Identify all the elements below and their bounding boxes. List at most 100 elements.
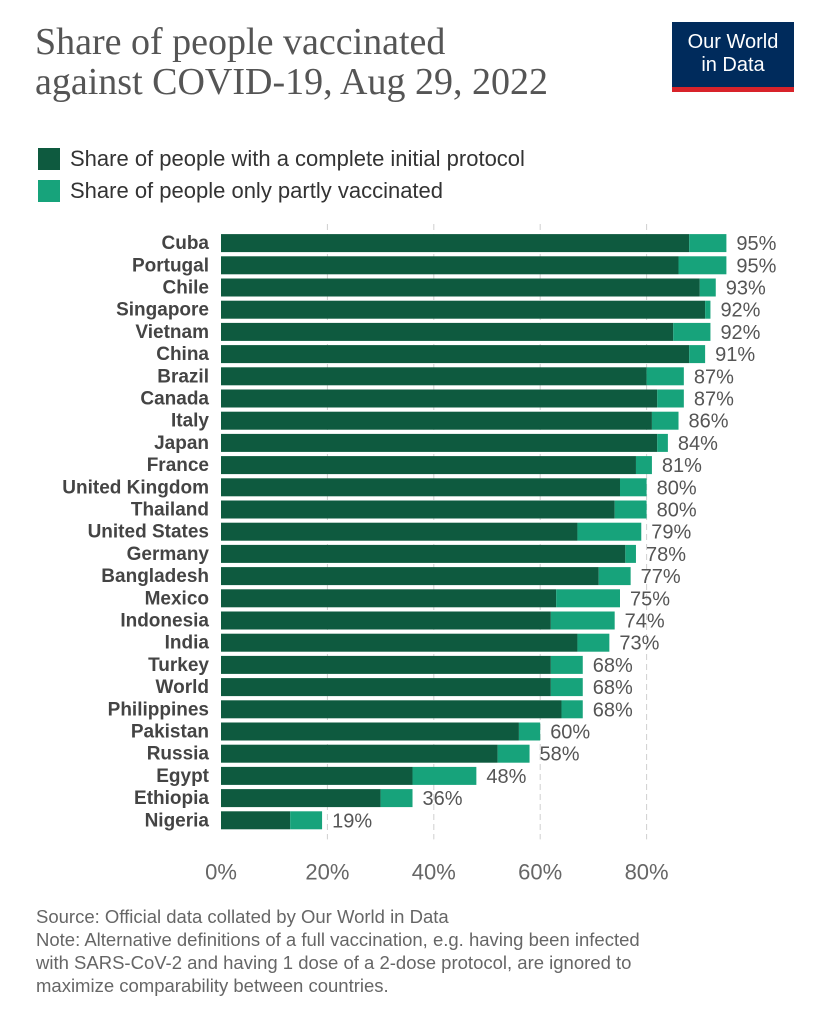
legend-swatch-partial: [38, 180, 60, 202]
value-label-united-kingdom: 80%: [657, 477, 697, 499]
bar-brazil-complete[interactable]: [221, 367, 647, 386]
bar-brazil-partial[interactable]: [646, 367, 684, 386]
value-label-cuba: 95%: [736, 233, 776, 255]
bar-ethiopia-partial[interactable]: [380, 789, 413, 808]
bar-indonesia-partial[interactable]: [550, 611, 615, 630]
category-label-russia: Russia: [147, 744, 210, 765]
x-tick-label-60: 60%: [518, 859, 562, 880]
value-label-chile: 93%: [726, 278, 766, 300]
x-tick-label-40: 40%: [412, 859, 456, 880]
bar-united-states-partial[interactable]: [577, 522, 642, 541]
note-line-1: Note: Alternative definitions of a full …: [36, 929, 640, 950]
bar-united-states-complete[interactable]: [221, 522, 578, 541]
category-label-united-states: United States: [88, 522, 209, 543]
value-label-turkey: 68%: [593, 655, 633, 677]
bar-ethiopia-complete[interactable]: [221, 789, 381, 808]
bar-russia-partial[interactable]: [497, 744, 530, 763]
bar-united-kingdom-partial[interactable]: [620, 478, 647, 497]
bar-mexico-complete[interactable]: [221, 589, 557, 608]
logo-line-2: in Data: [701, 54, 765, 76]
bar-thailand-complete[interactable]: [221, 500, 615, 519]
bar-pakistan-complete[interactable]: [221, 722, 519, 741]
value-label-united-states: 79%: [651, 522, 691, 544]
x-tick-label-0: 0%: [205, 859, 237, 880]
category-label-brazil: Brazil: [157, 366, 209, 387]
legend-swatch-complete: [38, 148, 60, 170]
chart-title-line-1: Share of people vaccinated: [35, 21, 446, 63]
bar-france-complete[interactable]: [221, 456, 636, 475]
bar-world-partial[interactable]: [550, 678, 583, 697]
bar-chile-partial[interactable]: [699, 278, 716, 297]
category-label-united-kingdom: United Kingdom: [62, 477, 209, 498]
legend-item-partial[interactable]: Share of people only partly vaccinated: [38, 175, 525, 207]
bar-germany-complete[interactable]: [221, 544, 626, 563]
owid-logo[interactable]: Our World in Data: [672, 22, 794, 92]
legend-label-partial: Share of people only partly vaccinated: [70, 178, 444, 203]
note-line-2: with SARS-CoV-2 and having 1 dose of a 2…: [36, 952, 632, 973]
category-label-philippines: Philippines: [108, 699, 209, 720]
bar-nigeria-complete[interactable]: [221, 811, 291, 830]
bar-vietnam-complete[interactable]: [221, 322, 674, 341]
bar-china-complete[interactable]: [221, 345, 690, 364]
category-label-cuba: Cuba: [162, 233, 210, 254]
bar-turkey-partial[interactable]: [550, 655, 583, 674]
value-label-bangladesh: 77%: [641, 566, 681, 588]
bar-portugal-complete[interactable]: [221, 256, 679, 275]
bar-turkey-complete[interactable]: [221, 655, 551, 674]
category-label-world: World: [156, 677, 209, 698]
bar-russia-complete[interactable]: [221, 744, 498, 763]
bar-canada-partial[interactable]: [657, 389, 684, 408]
bar-pakistan-partial[interactable]: [518, 722, 541, 741]
category-label-egypt: Egypt: [156, 766, 209, 787]
category-label-chile: Chile: [163, 278, 209, 299]
bar-japan-complete[interactable]: [221, 433, 658, 452]
value-label-ethiopia: 36%: [423, 788, 463, 810]
bar-philippines-partial[interactable]: [561, 700, 583, 719]
category-label-vietnam: Vietnam: [135, 322, 209, 343]
bar-united-kingdom-complete[interactable]: [221, 478, 620, 497]
x-tick-label-20: 20%: [305, 859, 349, 880]
category-label-mexico: Mexico: [145, 588, 209, 609]
category-label-indonesia: Indonesia: [120, 611, 209, 632]
bar-nigeria-partial[interactable]: [290, 811, 323, 830]
category-label-singapore: Singapore: [116, 300, 209, 321]
bar-bangladesh-partial[interactable]: [598, 567, 631, 586]
bar-france-partial[interactable]: [635, 456, 652, 475]
category-label-canada: Canada: [140, 389, 209, 410]
value-label-portugal: 95%: [736, 255, 776, 277]
value-label-russia: 58%: [540, 744, 580, 766]
bar-egypt-partial[interactable]: [412, 766, 477, 785]
bar-singapore-partial[interactable]: [705, 300, 711, 319]
bar-world-complete[interactable]: [221, 678, 551, 697]
value-label-singapore: 92%: [720, 300, 760, 322]
bar-canada-complete[interactable]: [221, 389, 658, 408]
category-label-ethiopia: Ethiopia: [134, 788, 209, 809]
category-label-china: China: [156, 344, 209, 365]
bar-china-partial[interactable]: [689, 345, 706, 364]
bar-egypt-complete[interactable]: [221, 766, 413, 785]
bar-mexico-partial[interactable]: [556, 589, 620, 608]
legend-label-complete: Share of people with a complete initial …: [70, 146, 525, 171]
bar-india-partial[interactable]: [577, 633, 610, 652]
bar-singapore-complete[interactable]: [221, 300, 706, 319]
bar-philippines-complete[interactable]: [221, 700, 562, 719]
bar-india-complete[interactable]: [221, 633, 578, 652]
bar-japan-partial[interactable]: [657, 433, 668, 452]
value-label-italy: 86%: [689, 411, 729, 433]
bar-indonesia-complete[interactable]: [221, 611, 551, 630]
bar-bangladesh-complete[interactable]: [221, 567, 599, 586]
bar-chile-complete[interactable]: [221, 278, 700, 297]
bar-vietnam-partial[interactable]: [673, 322, 711, 341]
bar-italy-complete[interactable]: [221, 411, 652, 430]
bar-cuba-complete[interactable]: [221, 234, 690, 253]
chart-title-line-2: against COVID-19, Aug 29, 2022: [35, 61, 548, 103]
value-label-mexico: 75%: [630, 588, 670, 610]
value-label-china: 91%: [715, 344, 755, 366]
bar-italy-partial[interactable]: [651, 411, 679, 430]
bar-portugal-partial[interactable]: [678, 256, 727, 275]
legend-item-complete[interactable]: Share of people with a complete initial …: [38, 143, 525, 175]
bar-germany-partial[interactable]: [625, 544, 636, 563]
category-label-thailand: Thailand: [131, 500, 209, 521]
bar-thailand-partial[interactable]: [614, 500, 647, 519]
bar-cuba-partial[interactable]: [689, 234, 727, 253]
